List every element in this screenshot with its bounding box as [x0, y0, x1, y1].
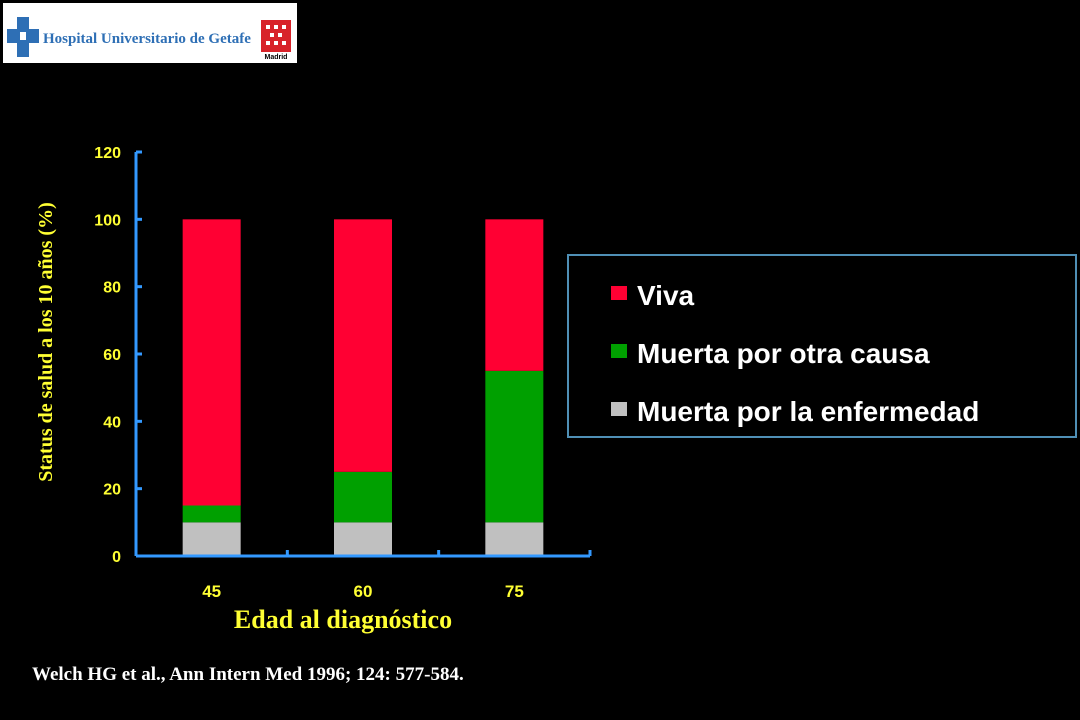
- hospital-logo: Hospital Universitario de Getafe Madrid: [3, 3, 297, 63]
- y-tick-label: 60: [103, 347, 121, 364]
- bar-segment-45-2: [182, 219, 241, 506]
- madrid-label: Madrid: [264, 54, 288, 61]
- legend-label: Muerta por otra causa: [637, 338, 930, 369]
- y-tick-label: 80: [103, 280, 121, 297]
- y-tick-label: 120: [94, 145, 121, 162]
- legend-label: Viva: [637, 280, 695, 311]
- bar-segment-75-2: [485, 219, 544, 371]
- y-tick-label: 40: [103, 414, 121, 431]
- madrid-emblem: Madrid: [261, 20, 291, 62]
- legend: Viva Muerta por otra causa Muerta por la…: [567, 254, 1077, 438]
- x-ticks-layer: 45 60 75: [202, 550, 592, 601]
- citation: Welch HG et al., Ann Intern Med 1996; 12…: [32, 664, 464, 685]
- bar-segment-60-1: [334, 471, 392, 523]
- y-tick-label: 0: [112, 549, 121, 566]
- y-ticks-layer: 0 20 40 60 80 100 120: [94, 145, 142, 566]
- y-tick-label: 20: [103, 482, 121, 499]
- legend-swatch: [611, 286, 627, 300]
- bar-segment-60-2: [334, 219, 392, 472]
- legend-swatch: [611, 402, 627, 416]
- bar-segment-75-1: [485, 370, 544, 523]
- bar-segment-45-1: [182, 505, 241, 523]
- x-axis-label: Edad al diagnóstico: [234, 605, 452, 634]
- y-tick-label: 100: [94, 212, 121, 229]
- madrid-stars-icon: [261, 20, 291, 52]
- legend-swatch: [611, 344, 627, 358]
- legend-label: Muerta por la enfermedad: [637, 396, 980, 427]
- bars-layer: [182, 219, 544, 556]
- hospital-name: Hospital Universitario de Getafe: [43, 31, 251, 47]
- x-tick-label: 75: [505, 582, 524, 601]
- bar-segment-75-0: [485, 522, 544, 556]
- x-tick-label: 45: [202, 582, 221, 601]
- y-axis-label: Status de salud a los 10 años (%): [35, 202, 57, 482]
- bar-segment-60-0: [334, 522, 392, 556]
- hospital-cross-icon: [7, 17, 39, 57]
- x-tick-label: 60: [354, 582, 373, 601]
- bar-segment-45-0: [182, 522, 241, 556]
